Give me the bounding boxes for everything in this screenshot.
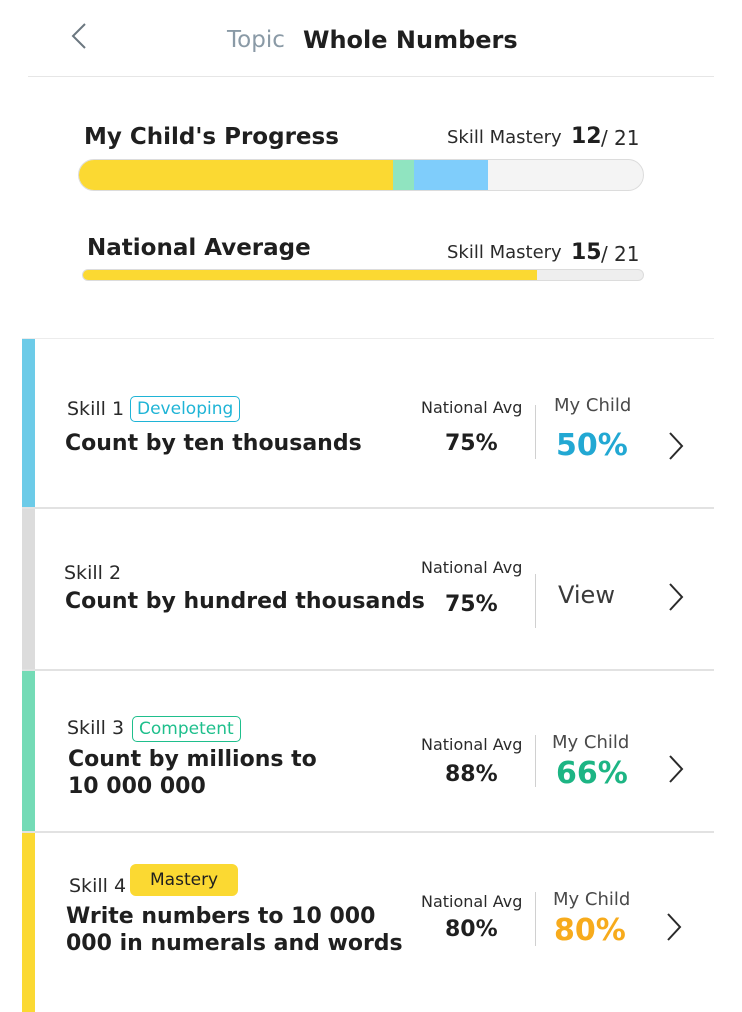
row-divider [22,507,714,509]
back-button[interactable] [62,16,98,56]
national-mastery-total: 21 [614,242,640,266]
chevron-right-icon [669,432,684,460]
skill-1-name: Count by ten thousands [65,431,362,456]
skill-row-3[interactable] [22,671,714,831]
national-progress-fill [83,270,537,280]
skill-2-national-avg-label: National Avg [421,558,523,577]
skill-row-1[interactable] [22,339,714,507]
skill-1-divider [535,405,536,459]
progress-segment-developing [414,160,488,190]
skill-2-name: Count by hundred thousands [65,589,425,614]
skill-3-open-button[interactable] [664,751,688,787]
skill-3-accent-bar [22,671,35,831]
national-progress-bar [82,269,644,281]
progress-segment-competent [393,160,414,190]
skill-4-my-child-value: 80% [554,913,626,948]
chevron-right-icon [669,755,684,783]
chevron-right-icon [669,583,684,611]
skill-4-my-child-label: My Child [553,889,631,910]
skill-3-national-avg-value: 88% [445,762,498,787]
skill-3-name: Count by millions to 10 000 000 [68,747,317,799]
skill-3-status-badge: Competent [132,716,241,742]
national-mastery-count: 15 [571,240,602,265]
national-average-title: National Average [87,235,311,261]
skill-3-divider [535,735,536,787]
skill-1-my-child-label: My Child [554,395,632,416]
page-title: Whole Numbers [303,26,518,54]
skill-3-my-child-label: My Child [552,732,630,753]
child-mastery-total: 21 [614,126,640,150]
chevron-right-icon [667,913,682,941]
list-top-divider [22,338,714,339]
child-mastery-separator: / [601,126,608,150]
skill-1-accent-bar [22,339,35,507]
header-divider [28,76,714,77]
skill-4-national-avg-value: 80% [445,917,498,942]
skill-1-national-avg-value: 75% [445,431,498,456]
skill-3-number: Skill 3 [67,717,125,739]
skill-row-4[interactable] [22,833,714,1012]
skill-4-number: Skill 4 [69,875,127,897]
chevron-left-icon [71,23,86,49]
child-progress-title: My Child's Progress [84,124,339,150]
skill-2-accent-bar [22,509,35,669]
skill-4-status-badge: Mastery [130,864,239,896]
skill-3-national-avg-label: National Avg [421,735,523,754]
skill-4-name: Write numbers to 10 000 000 in numerals … [66,904,403,956]
skill-2-number: Skill 2 [64,562,122,584]
skill-4-national-avg-label: National Avg [421,892,523,911]
progress-segment-mastery [79,160,394,190]
skill-2-national-avg-value: 75% [445,592,498,617]
national-mastery-label: Skill Mastery [447,242,562,263]
skill-3-my-child-value: 66% [556,756,628,791]
skill-2-open-button[interactable] [664,579,688,615]
child-mastery-label: Skill Mastery [447,127,562,148]
child-mastery-count: 12 [571,124,602,149]
skill-1-open-button[interactable] [664,428,688,464]
skill-row-2[interactable] [22,509,714,669]
skill-1-national-avg-label: National Avg [421,398,523,417]
skill-4-open-button[interactable] [662,909,686,945]
skill-4-divider [535,892,536,946]
skill-2-view-link[interactable]: View [558,581,615,609]
child-progress-bar [78,159,644,191]
row-divider [22,831,714,833]
skill-4-accent-bar [22,833,35,1012]
skill-1-status-badge: Developing [130,396,241,422]
skill-2-divider [535,574,536,628]
national-mastery-separator: / [601,242,608,266]
topic-label: Topic [227,27,285,53]
skill-1-number: Skill 1 [67,398,125,420]
skill-1-my-child-value: 50% [556,428,628,463]
row-divider [22,669,714,671]
